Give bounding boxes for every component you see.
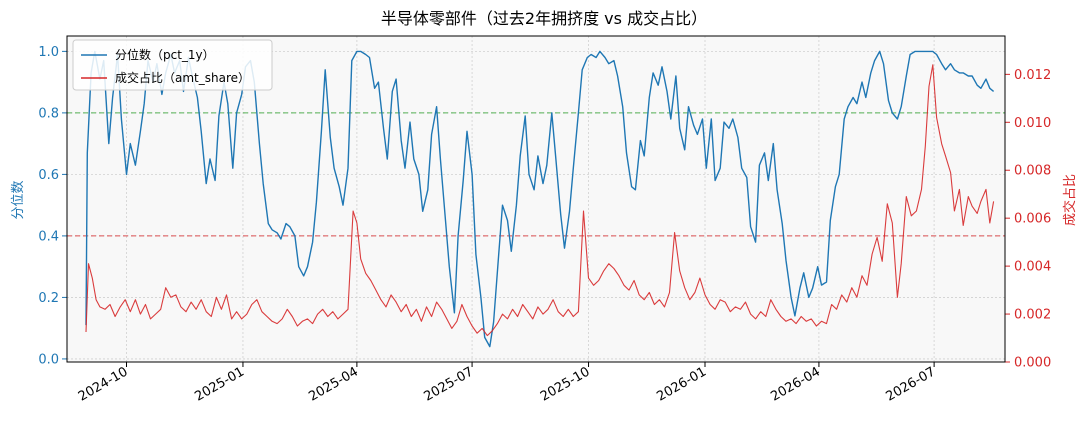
y-tick-label-right: 0.010 (1014, 116, 1051, 131)
x-tick-label: 2025-01 (192, 364, 247, 404)
y-tick-label-right: 0.006 (1014, 212, 1051, 227)
y-tick-label-left: 0.8 (38, 106, 59, 121)
chart-title: 半导体零部件（过去2年拥挤度 vs 成交占比） (381, 9, 707, 28)
series-line-pct (85, 50, 995, 348)
y-tick-label-left: 0.4 (38, 229, 59, 244)
y-axis-label-right: 成交占比 (1062, 174, 1078, 226)
y-tick-label-left: 0.6 (38, 168, 59, 183)
y-tick-label-right: 0.002 (1014, 308, 1051, 323)
y-tick-label-left: 1.0 (38, 45, 59, 60)
y-tick-label-left: 0.2 (38, 291, 59, 306)
legend-label: 成交占比（amt_share） (115, 70, 250, 85)
x-tick-label: 2026-07 (884, 364, 939, 404)
x-tick-label: 2025-10 (538, 364, 593, 404)
y-tick-label-right: 0.000 (1014, 356, 1051, 371)
y-tick-label-left: 0.0 (38, 352, 59, 367)
series-line-amt-share (85, 64, 995, 337)
series-lines (85, 50, 995, 348)
y-tick-label-right: 0.012 (1014, 68, 1051, 83)
y-tick-label-right: 0.008 (1014, 164, 1051, 179)
legend-label: 分位数（pct_1y） (115, 47, 215, 62)
legend: 分位数（pct_1y） 成交占比（amt_share） (72, 39, 273, 91)
x-tick-label: 2025-04 (306, 364, 361, 404)
x-tick-label: 2026-04 (768, 364, 823, 404)
legend-box (72, 39, 273, 91)
x-tick-label: 2025-07 (422, 364, 477, 404)
y-tick-label-right: 0.004 (1014, 260, 1051, 275)
x-tick-label: 2026-01 (654, 364, 709, 404)
y-axis-label-left: 分位数 (11, 180, 26, 219)
x-tick-label: 2024-10 (76, 364, 131, 404)
plot-frame (66, 35, 1006, 363)
reference-lines (67, 112, 1005, 237)
